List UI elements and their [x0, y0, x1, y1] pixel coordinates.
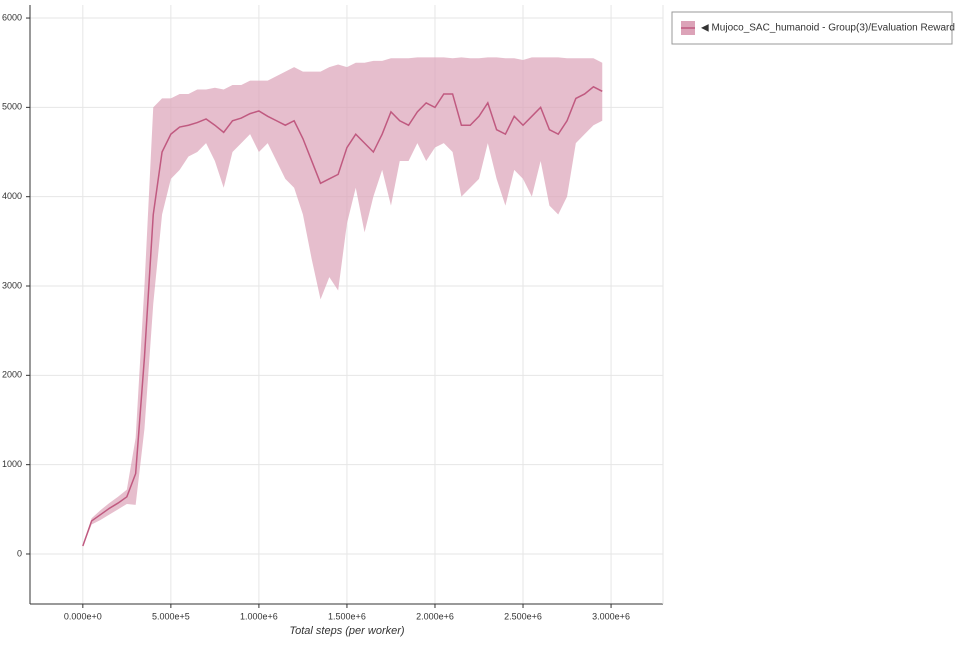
legend-box	[671, 11, 953, 45]
line	[82, 85, 603, 547]
band	[82, 57, 603, 547]
x-axis-label: Total steps (per worker)	[289, 625, 404, 637]
y-tick-label: 2000	[2, 370, 22, 380]
x-tick-label: 3.000e+6	[592, 611, 630, 621]
x-tick-label: 5.000e+5	[152, 611, 190, 621]
x-tick-label: 2.500e+6	[504, 611, 542, 621]
x-tick-label: 1.500e+6	[328, 611, 366, 621]
y-tick-label: 0	[17, 548, 22, 558]
legend-label: ◀ Mujoco_SAC_humanoid - Group(3)/Evaluat…	[701, 23, 955, 34]
y-tick-label: 4000	[2, 191, 22, 201]
x-tick-label: 2.000e+6	[416, 611, 454, 621]
y-tick-label: 3000	[2, 280, 22, 290]
x-tick-label: 0.000e+0	[64, 611, 102, 621]
y-tick-label: 5000	[2, 102, 22, 112]
y-tick-label: 1000	[2, 459, 22, 469]
y-tick-label: 6000	[2, 12, 22, 22]
x-tick-label: 1.000e+6	[240, 611, 278, 621]
